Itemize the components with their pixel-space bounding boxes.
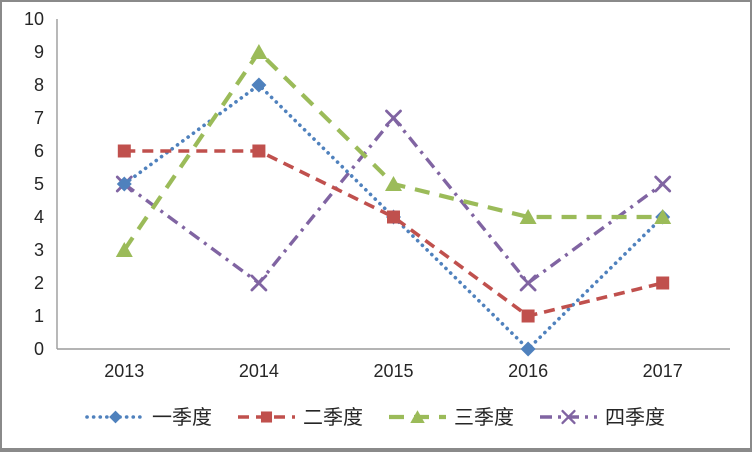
- x-axis-tick-label: 2013: [104, 361, 144, 381]
- data-point-x: [385, 109, 402, 127]
- data-point-triangle: [654, 209, 672, 224]
- series-3: [115, 44, 672, 257]
- legend-label: 三季度: [454, 406, 514, 429]
- legend-label: 一季度: [152, 406, 212, 429]
- legend-item-1: 一季度: [85, 406, 212, 429]
- y-axis-tick-label: 6: [34, 141, 44, 161]
- data-point-diamond: [109, 410, 122, 424]
- data-point-square: [656, 276, 670, 290]
- legend-item-3: 三季度: [389, 406, 514, 429]
- y-axis-labels: 0 1 2 3 4 5 6 7 8 9 10: [24, 9, 44, 359]
- data-point-triangle: [385, 176, 402, 191]
- legend-item-2: 二季度: [238, 406, 363, 429]
- data-point-x: [561, 409, 576, 425]
- x-axis-tick-label: 2017: [643, 361, 683, 381]
- series-line: [124, 149, 664, 318]
- y-axis-tick-label: 9: [34, 42, 44, 62]
- legend-item-4: 四季度: [540, 406, 665, 429]
- series-line: [123, 115, 664, 286]
- y-axis-tick-label: 10: [24, 9, 44, 29]
- axes: [56, 19, 730, 350]
- data-point-x: [654, 175, 672, 193]
- data-point-diamond: [251, 77, 267, 93]
- legend: 一季度 二季度 三季度 四季度: [85, 406, 665, 429]
- legend-label: 四季度: [605, 406, 665, 429]
- x-axis-tick-label: 2014: [239, 361, 279, 381]
- data-point-square: [521, 309, 535, 323]
- y-axis-tick-label: 3: [34, 240, 44, 260]
- data-point-diamond: [520, 341, 536, 357]
- data-point-diamond: [116, 176, 132, 192]
- x-axis-labels: 2013 2014 2015 2016 2017: [104, 361, 682, 381]
- series-4: [115, 109, 672, 292]
- x-axis-tick-label: 2016: [508, 361, 548, 381]
- legend-label: 二季度: [303, 406, 363, 429]
- y-axis-tick-label: 1: [34, 306, 44, 326]
- series-group: [115, 44, 672, 357]
- data-point-square: [117, 144, 131, 158]
- data-point-triangle: [410, 410, 425, 423]
- y-axis-tick-label: 4: [34, 207, 44, 227]
- data-point-square: [387, 210, 400, 224]
- data-point-x: [519, 274, 537, 292]
- data-point-square: [252, 144, 266, 158]
- y-axis-tick-label: 2: [34, 273, 44, 293]
- data-point-triangle: [115, 242, 133, 257]
- data-point-square: [260, 411, 273, 423]
- data-point-x: [250, 274, 268, 292]
- y-axis-tick-label: 0: [34, 339, 44, 359]
- x-axis-tick-label: 2015: [373, 361, 413, 381]
- data-point-triangle: [519, 209, 537, 224]
- data-point-triangle: [250, 44, 268, 59]
- y-axis-tick-label: 7: [34, 108, 44, 128]
- series-2: [117, 144, 670, 323]
- y-axis-tick-label: 8: [34, 75, 44, 95]
- y-axis-tick-label: 5: [34, 174, 44, 194]
